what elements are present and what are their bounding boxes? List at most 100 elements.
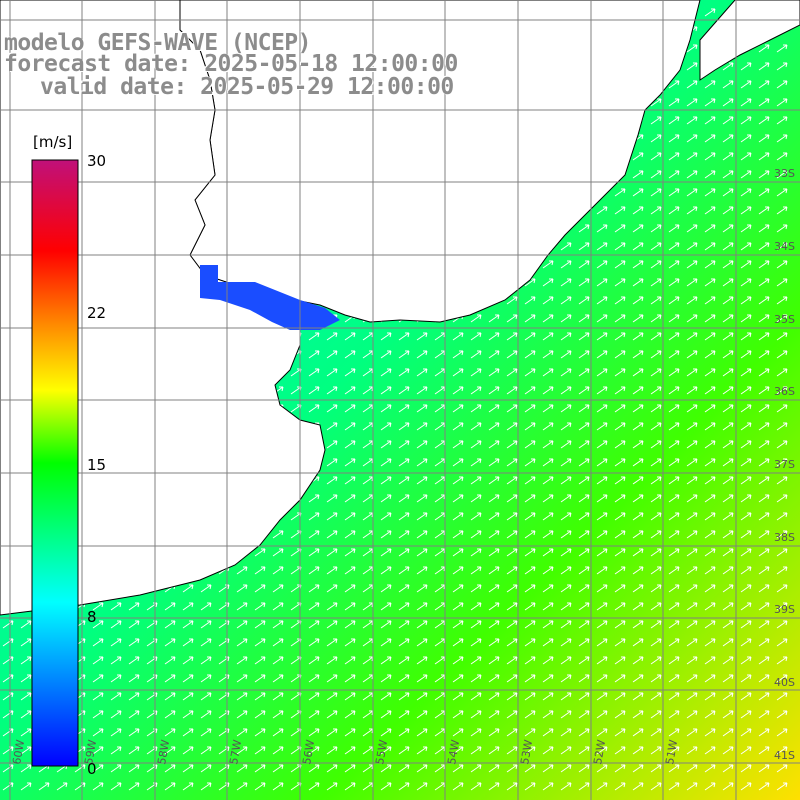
wind-arrow xyxy=(542,386,554,395)
wind-arrow xyxy=(686,332,698,341)
wind-arrow xyxy=(398,584,410,593)
wind-arrow xyxy=(578,764,590,773)
wind-arrow xyxy=(326,746,338,755)
wind-arrow xyxy=(614,512,626,521)
wind-arrow xyxy=(560,386,572,395)
wind-arrow xyxy=(596,512,608,521)
wind-arrow xyxy=(632,692,644,701)
wind-arrow xyxy=(542,476,554,485)
latitude-label: 39S xyxy=(774,603,795,616)
wind-arrow xyxy=(722,260,734,269)
wind-arrow xyxy=(164,602,176,611)
wind-arrow xyxy=(704,458,716,467)
wind-arrow xyxy=(740,80,752,89)
wind-arrow xyxy=(578,278,590,287)
wind-arrow xyxy=(380,710,392,719)
wind-arrow xyxy=(416,584,428,593)
wind-arrow xyxy=(560,764,572,773)
wind-arrow xyxy=(20,674,32,683)
wind-arrow xyxy=(776,584,788,593)
wind-arrow xyxy=(128,692,140,701)
wind-arrow xyxy=(740,638,752,647)
wind-arrow xyxy=(524,728,536,737)
wind-arrow xyxy=(650,134,662,143)
wind-arrow xyxy=(740,728,752,737)
wind-arrow xyxy=(596,206,608,215)
wind-arrow xyxy=(506,422,518,431)
longitude-label: 59W xyxy=(82,739,99,766)
wind-arrow xyxy=(254,656,266,665)
wind-arrow xyxy=(758,116,770,125)
wind-arrow xyxy=(470,314,482,323)
wind-arrow xyxy=(722,584,734,593)
wind-arrow xyxy=(488,638,500,647)
wind-arrow xyxy=(722,134,734,143)
wind-arrow xyxy=(650,530,662,539)
wind-arrow xyxy=(542,404,554,413)
wind-arrow xyxy=(650,368,662,377)
wind-arrow xyxy=(686,80,698,89)
wind-arrow xyxy=(722,404,734,413)
wind-arrow xyxy=(722,620,734,629)
wind-arrow xyxy=(740,296,752,305)
wind-arrow xyxy=(632,296,644,305)
wind-arrow xyxy=(704,116,716,125)
wind-arrow xyxy=(326,584,338,593)
wind-arrow xyxy=(452,476,464,485)
wind-arrow xyxy=(560,278,572,287)
wind-arrow xyxy=(740,152,752,161)
wind-arrow xyxy=(560,512,572,521)
wind-arrow xyxy=(776,278,788,287)
wind-arrow xyxy=(704,152,716,161)
wind-arrow xyxy=(578,458,590,467)
wind-arrow xyxy=(344,674,356,683)
wind-arrow xyxy=(488,512,500,521)
wind-arrow xyxy=(596,602,608,611)
wind-arrow xyxy=(758,242,770,251)
colorbar-tick-15: 15 xyxy=(87,456,107,474)
wind-arrow xyxy=(344,782,356,791)
wind-arrow xyxy=(740,620,752,629)
wind-arrow xyxy=(470,728,482,737)
wind-arrow xyxy=(416,350,428,359)
wind-arrow xyxy=(758,332,770,341)
wind-arrow xyxy=(308,548,320,557)
wind-arrow xyxy=(686,458,698,467)
wind-arrow xyxy=(632,404,644,413)
wind-arrow xyxy=(686,440,698,449)
colorbar-tick-30: 30 xyxy=(87,152,107,170)
wind-arrow xyxy=(704,242,716,251)
wind-arrow xyxy=(200,692,212,701)
wind-arrow xyxy=(452,602,464,611)
wind-arrow xyxy=(686,62,698,71)
wind-arrow xyxy=(326,764,338,773)
wind-arrow xyxy=(470,476,482,485)
latitude-label: 38S xyxy=(774,531,795,544)
wind-arrow xyxy=(470,332,482,341)
wind-arrow xyxy=(344,368,356,377)
wind-arrow xyxy=(470,458,482,467)
wind-arrow xyxy=(110,746,122,755)
wind-arrow xyxy=(542,764,554,773)
wind-arrow xyxy=(614,458,626,467)
wind-arrow xyxy=(632,314,644,323)
wind-arrow xyxy=(542,422,554,431)
wind-arrow xyxy=(776,476,788,485)
wind-arrow xyxy=(488,494,500,503)
wind-arrow xyxy=(524,746,536,755)
wind-arrow xyxy=(92,656,104,665)
wind-arrow xyxy=(254,548,266,557)
wind-arrow xyxy=(560,368,572,377)
wind-arrow xyxy=(776,44,788,53)
wind-arrow xyxy=(596,440,608,449)
wind-arrow xyxy=(704,386,716,395)
wind-arrow xyxy=(722,386,734,395)
wind-arrow xyxy=(164,620,176,629)
wind-arrow xyxy=(668,476,680,485)
wind-arrow xyxy=(668,80,680,89)
wind-arrow xyxy=(542,512,554,521)
wind-arrow xyxy=(578,710,590,719)
wind-arrow xyxy=(452,368,464,377)
wind-arrow xyxy=(398,458,410,467)
wind-arrow xyxy=(740,584,752,593)
